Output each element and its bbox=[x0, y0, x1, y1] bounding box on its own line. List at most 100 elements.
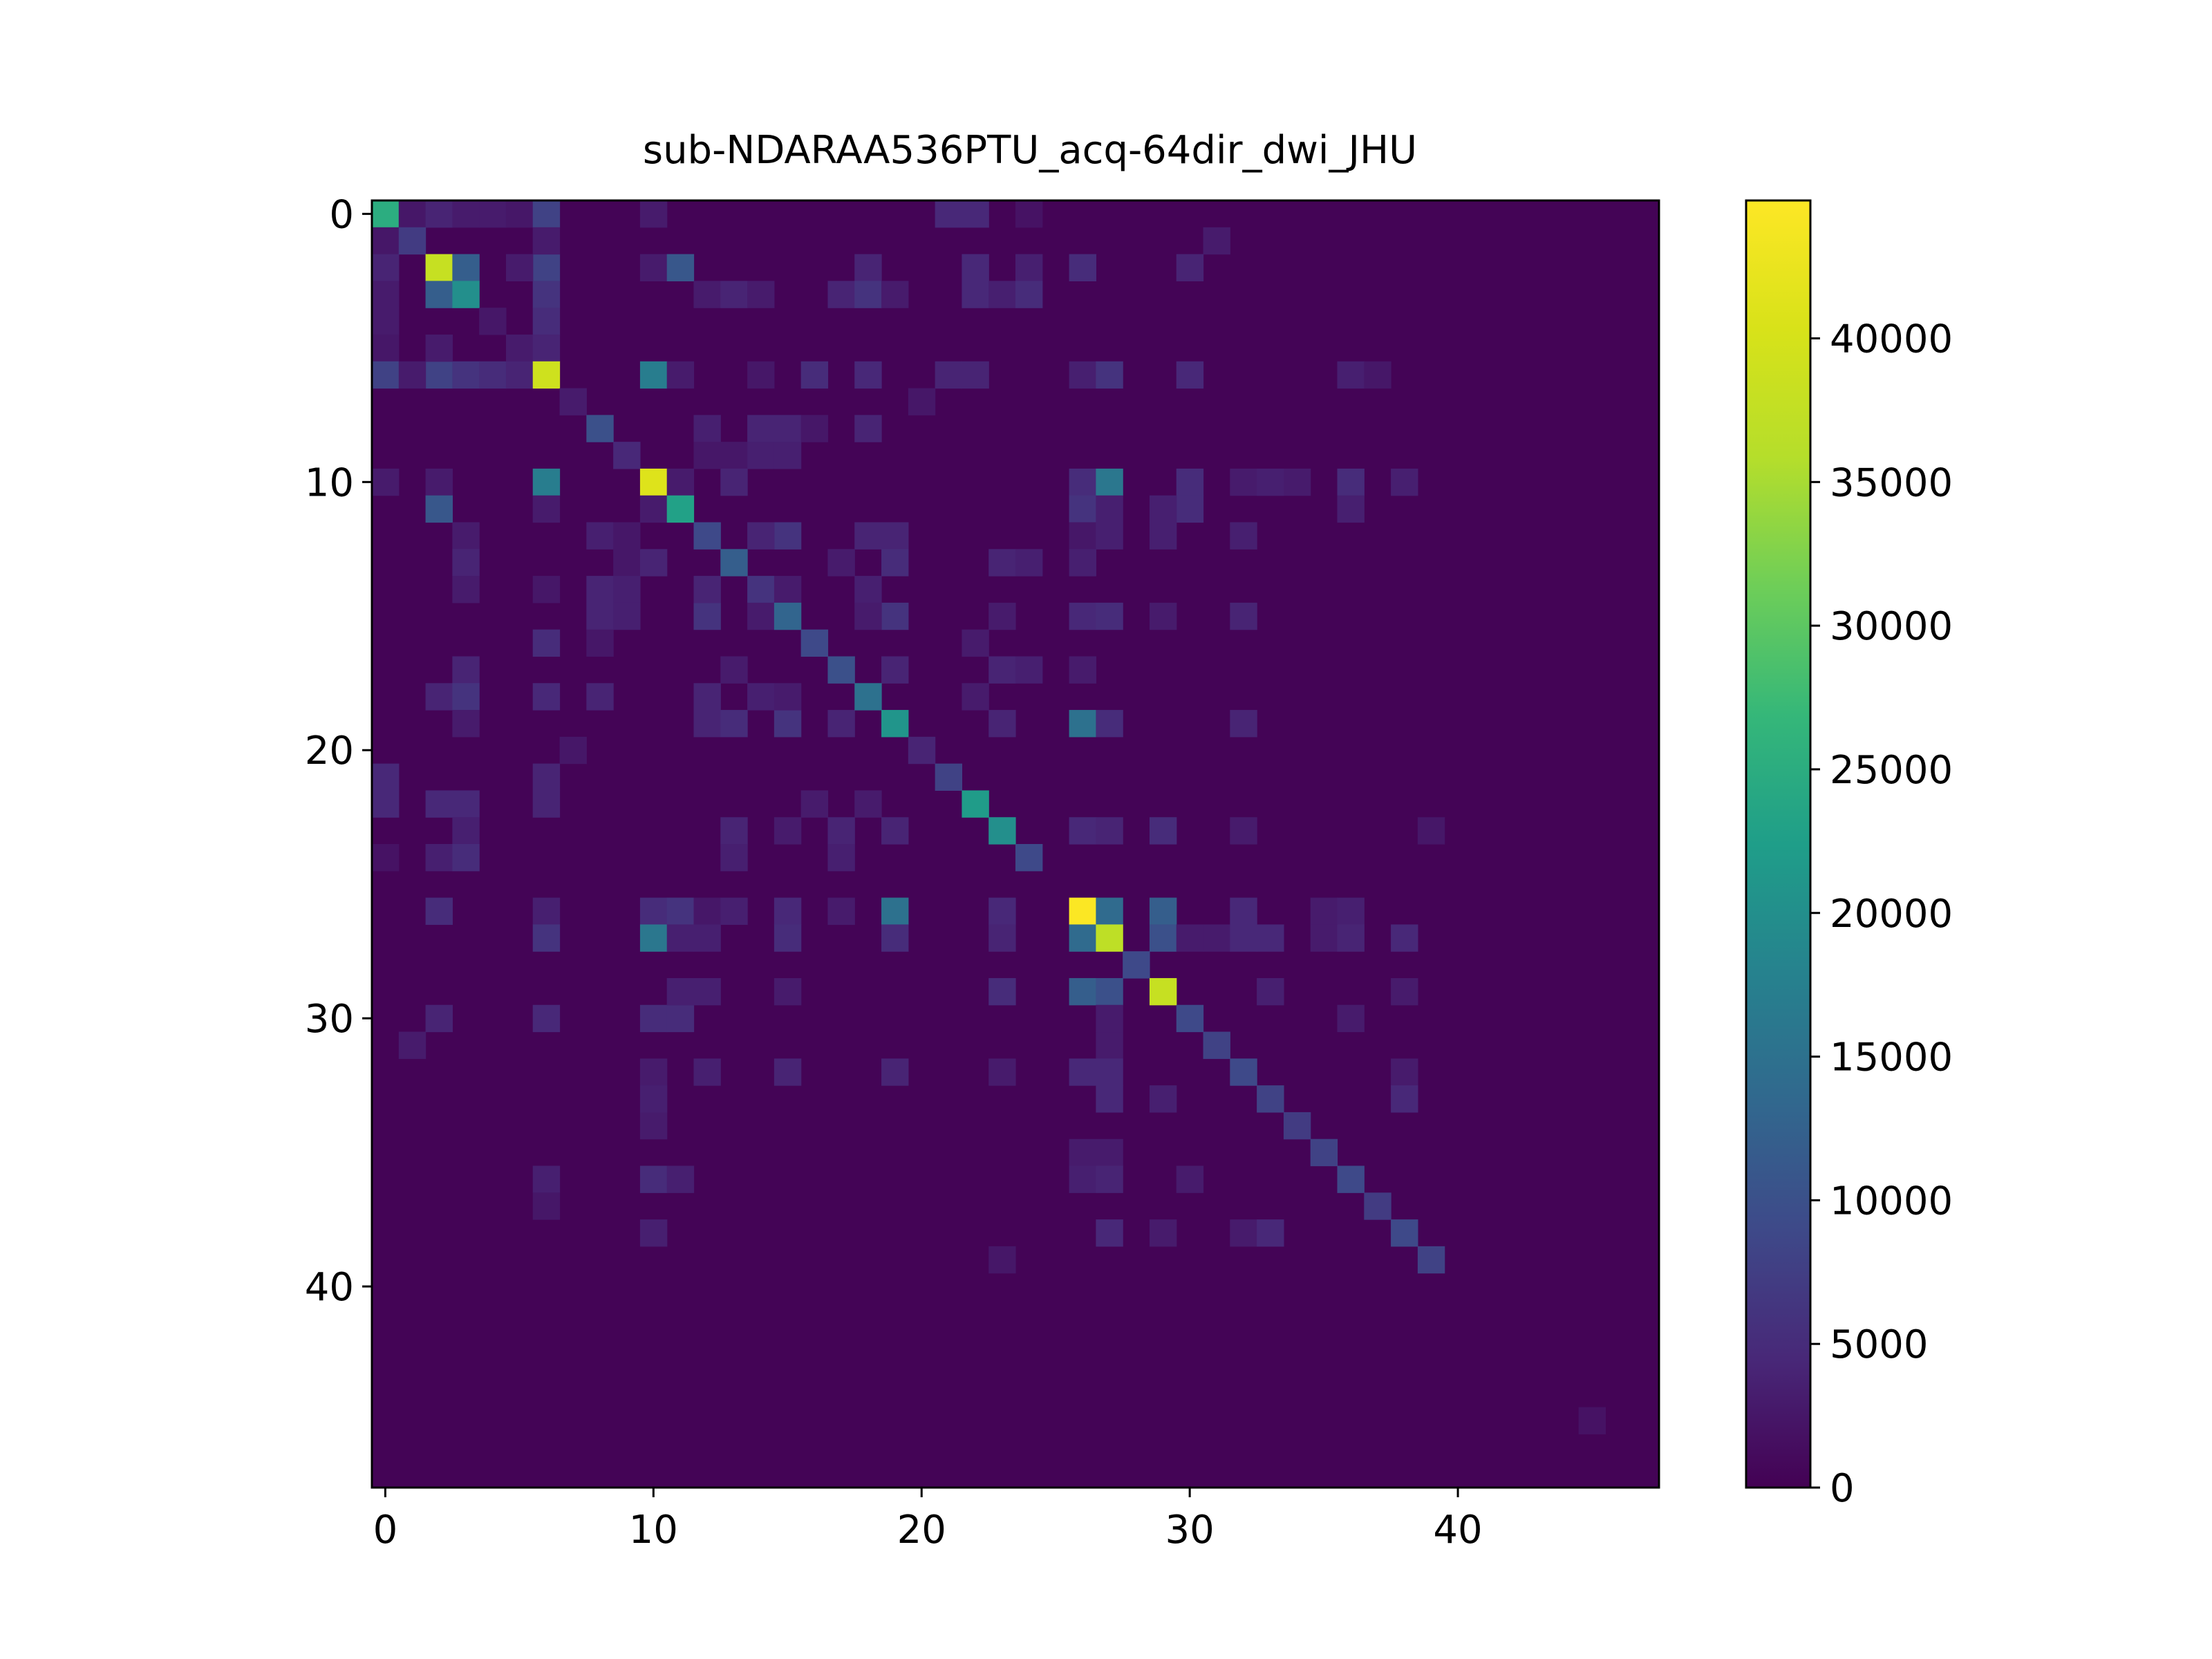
heatmap-cell bbox=[666, 1165, 695, 1193]
heatmap-cell bbox=[720, 549, 748, 577]
heatmap-cell bbox=[988, 1246, 1016, 1274]
x-tick-label: 30 bbox=[1165, 1508, 1215, 1553]
heatmap-cell bbox=[666, 254, 695, 281]
heatmap-cell bbox=[988, 817, 1016, 845]
heatmap-cell bbox=[693, 710, 721, 738]
heatmap-cell bbox=[1069, 361, 1096, 389]
heatmap-cell bbox=[425, 468, 453, 496]
heatmap-cell bbox=[1391, 1219, 1418, 1247]
heatmap-cell bbox=[881, 549, 909, 577]
colorbar-tick-label: 10000 bbox=[1830, 1179, 1953, 1224]
heatmap-cell bbox=[881, 522, 909, 550]
x-tick-label: 40 bbox=[1433, 1508, 1482, 1553]
heatmap-cell bbox=[1149, 977, 1177, 1006]
heatmap-cell bbox=[1015, 549, 1043, 577]
heatmap-cell bbox=[1203, 924, 1230, 952]
heatmap-cell bbox=[505, 200, 534, 228]
heatmap-cell bbox=[1203, 227, 1230, 255]
heatmap-cell bbox=[1310, 1138, 1338, 1167]
heatmap-cell bbox=[988, 602, 1016, 630]
heatmap-cell bbox=[1069, 656, 1096, 684]
heatmap-cell bbox=[1015, 200, 1043, 228]
heatmap-cell bbox=[693, 281, 721, 308]
heatmap-cell bbox=[908, 736, 936, 765]
heatmap-cell bbox=[774, 602, 802, 630]
heatmap-cell bbox=[372, 227, 400, 255]
heatmap-cell bbox=[372, 281, 400, 308]
heatmap-cell bbox=[639, 200, 668, 228]
heatmap-cell bbox=[452, 254, 480, 281]
heatmap-cell bbox=[372, 200, 400, 228]
colorbar-tick-label: 5000 bbox=[1830, 1322, 1929, 1367]
heatmap-cell bbox=[398, 361, 427, 389]
heatmap-cell bbox=[1096, 1031, 1123, 1059]
heatmap-cell bbox=[1257, 468, 1284, 496]
heatmap-cell bbox=[639, 1004, 668, 1033]
heatmap-cell bbox=[988, 977, 1016, 1006]
heatmap-cell bbox=[559, 388, 587, 415]
colorbar-tick-label: 25000 bbox=[1830, 748, 1953, 793]
heatmap-cell bbox=[1230, 602, 1257, 630]
heatmap-cell bbox=[962, 683, 989, 711]
heatmap-cell bbox=[532, 924, 561, 952]
heatmap-cell bbox=[666, 897, 695, 925]
heatmap-cell bbox=[988, 924, 1016, 952]
heatmap-cell bbox=[827, 549, 855, 577]
heatmap-cell bbox=[774, 924, 802, 952]
heatmap-cell bbox=[774, 683, 802, 711]
colorbar-gradient bbox=[1746, 200, 1810, 1488]
heatmap-cell bbox=[720, 710, 748, 738]
heatmap-cell bbox=[613, 576, 641, 603]
heatmap-cell bbox=[532, 200, 561, 228]
heatmap-cell bbox=[720, 656, 748, 684]
heatmap-cell bbox=[1096, 924, 1123, 952]
heatmap-cell bbox=[532, 1004, 561, 1033]
heatmap-cell bbox=[532, 361, 561, 389]
heatmap-cell bbox=[1230, 897, 1257, 925]
heatmap-cell bbox=[774, 817, 802, 845]
heatmap-cell bbox=[881, 281, 909, 308]
heatmap-cell bbox=[639, 1085, 668, 1113]
heatmap-cell bbox=[800, 361, 829, 389]
heatmap-cell bbox=[1176, 1165, 1204, 1193]
heatmap-cell bbox=[1230, 710, 1257, 738]
heatmap-cell bbox=[425, 254, 453, 281]
heatmap-cell bbox=[532, 1165, 561, 1193]
heatmap-cell bbox=[1391, 924, 1418, 952]
heatmap-cell bbox=[935, 200, 963, 228]
heatmap-cell bbox=[827, 656, 855, 684]
heatmap-cell bbox=[1230, 817, 1257, 845]
heatmap-cell bbox=[1015, 281, 1043, 308]
heatmap-cell bbox=[639, 361, 668, 389]
heatmap-cell bbox=[1337, 495, 1365, 523]
heatmap-cell bbox=[1417, 1246, 1445, 1274]
heatmap-cell bbox=[398, 227, 427, 255]
heatmap-cell bbox=[962, 629, 989, 657]
heatmap-cell bbox=[774, 522, 802, 550]
heatmap-cell bbox=[962, 790, 989, 818]
colorbar-tick-label: 0 bbox=[1830, 1466, 1855, 1511]
heatmap-cell bbox=[854, 254, 882, 281]
y-tick-label: 30 bbox=[305, 997, 354, 1042]
heatmap-cell bbox=[1337, 361, 1365, 389]
heatmap-cell bbox=[639, 468, 668, 496]
heatmap-cell bbox=[452, 710, 480, 738]
heatmap-cell bbox=[988, 1058, 1016, 1086]
heatmap-cell bbox=[425, 1004, 453, 1033]
heatmap-cell bbox=[505, 254, 534, 281]
heatmap-cell bbox=[747, 602, 775, 630]
heatmap-cell bbox=[1257, 924, 1284, 952]
colorbar-tick-label: 15000 bbox=[1830, 1035, 1953, 1080]
heatmap-cell bbox=[1230, 522, 1257, 550]
heatmap-cell bbox=[532, 1192, 561, 1220]
heatmap-cell bbox=[586, 576, 614, 603]
heatmap-cell bbox=[1149, 522, 1177, 550]
heatmap-cell bbox=[425, 683, 453, 711]
heatmap-cell bbox=[720, 897, 748, 925]
heatmap-cell bbox=[372, 254, 400, 281]
heatmap-cell bbox=[1015, 254, 1043, 281]
heatmap-cell bbox=[693, 522, 721, 550]
heatmap-cell bbox=[1257, 1219, 1284, 1247]
heatmap-cell bbox=[1391, 977, 1418, 1006]
heatmap-cell bbox=[693, 897, 721, 925]
